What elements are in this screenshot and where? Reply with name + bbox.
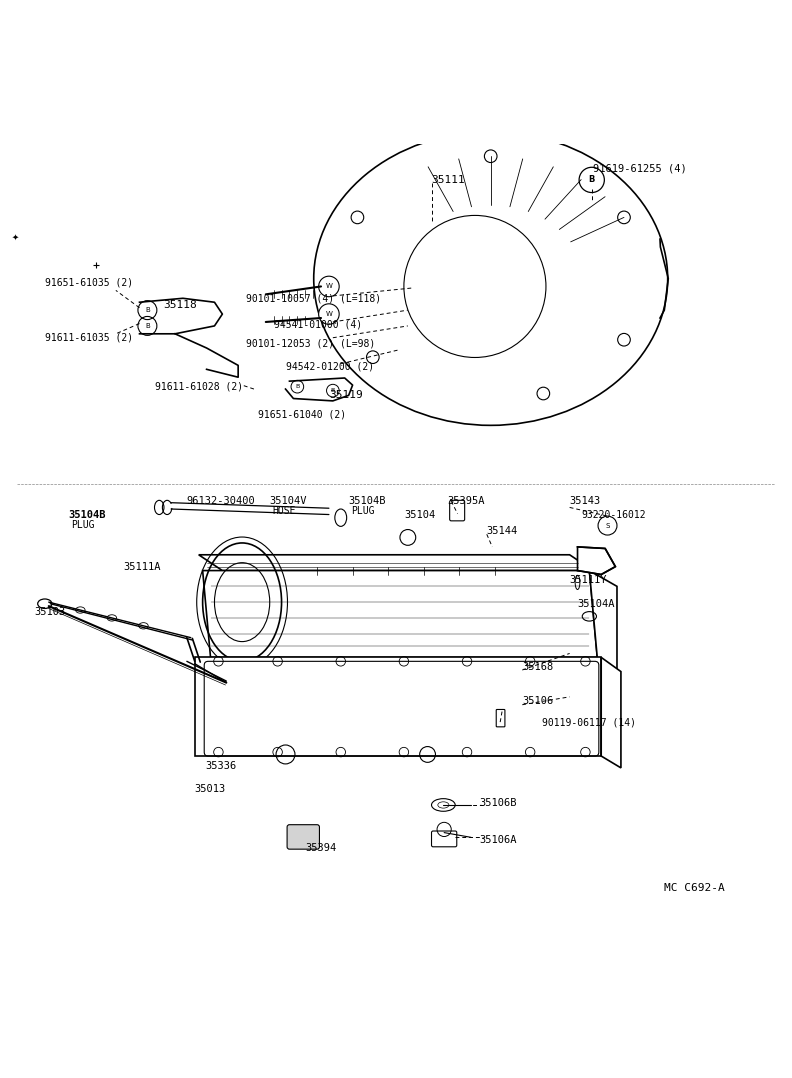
Text: PLUG: PLUG xyxy=(70,520,94,529)
Text: 35103: 35103 xyxy=(35,607,66,617)
Text: 35143: 35143 xyxy=(569,496,601,506)
Text: ✦: ✦ xyxy=(12,233,19,243)
Text: 35168: 35168 xyxy=(522,662,554,672)
Text: MC C692-A: MC C692-A xyxy=(664,883,725,893)
Circle shape xyxy=(318,304,339,324)
Text: 35013: 35013 xyxy=(195,784,226,794)
Text: 35104B: 35104B xyxy=(68,510,106,521)
Text: 35106A: 35106A xyxy=(479,835,516,845)
Text: 94542-01200 (2): 94542-01200 (2) xyxy=(285,362,374,372)
Text: B: B xyxy=(145,323,150,329)
Text: 35394: 35394 xyxy=(305,843,337,854)
Text: HOSE: HOSE xyxy=(272,507,295,516)
Text: B: B xyxy=(588,176,595,184)
Text: 35395A: 35395A xyxy=(447,496,485,506)
Text: 35111A: 35111A xyxy=(124,562,162,571)
Text: 35336: 35336 xyxy=(205,760,236,771)
Text: 94541-01000 (4): 94541-01000 (4) xyxy=(274,319,362,330)
Text: 91619-61255 (4): 91619-61255 (4) xyxy=(593,163,687,174)
Text: 35104V: 35104V xyxy=(270,496,307,506)
Text: 90119-06117 (14): 90119-06117 (14) xyxy=(542,717,636,727)
Text: 91651-61035 (2): 91651-61035 (2) xyxy=(45,277,133,288)
Polygon shape xyxy=(203,570,597,658)
Text: 35104B: 35104B xyxy=(348,496,386,506)
Text: 35104A: 35104A xyxy=(577,598,615,609)
Text: 35106B: 35106B xyxy=(479,799,516,808)
Text: 93220-16012: 93220-16012 xyxy=(581,510,646,521)
Text: 90101-12053 (2) (L=98): 90101-12053 (2) (L=98) xyxy=(246,338,375,348)
Text: 91651-61040 (2): 91651-61040 (2) xyxy=(258,410,346,419)
Text: 91611-61028 (2): 91611-61028 (2) xyxy=(155,382,243,391)
Text: W: W xyxy=(326,284,333,290)
Circle shape xyxy=(579,167,604,193)
Text: 90101-10057 (4) (L=118): 90101-10057 (4) (L=118) xyxy=(246,293,381,303)
Polygon shape xyxy=(199,555,593,570)
Text: B: B xyxy=(295,384,299,389)
Text: 35119: 35119 xyxy=(329,389,363,400)
Circle shape xyxy=(318,276,339,296)
Polygon shape xyxy=(195,658,601,756)
Text: W: W xyxy=(326,312,333,317)
Text: 96132-30400: 96132-30400 xyxy=(187,496,256,506)
Text: 35144: 35144 xyxy=(487,526,518,536)
Text: 35111: 35111 xyxy=(432,175,465,185)
Text: 35106: 35106 xyxy=(522,695,554,706)
Polygon shape xyxy=(577,547,615,575)
Text: B: B xyxy=(331,388,335,393)
Text: S: S xyxy=(605,523,610,528)
Text: 91611-61035 (2): 91611-61035 (2) xyxy=(45,333,133,343)
Text: 35118: 35118 xyxy=(163,301,197,310)
Text: 35111Y: 35111Y xyxy=(569,575,607,585)
Text: 35104: 35104 xyxy=(404,510,435,521)
Text: PLUG: PLUG xyxy=(351,507,375,516)
Polygon shape xyxy=(601,658,621,768)
FancyBboxPatch shape xyxy=(287,825,319,849)
Polygon shape xyxy=(589,570,617,675)
Text: B: B xyxy=(145,307,150,313)
